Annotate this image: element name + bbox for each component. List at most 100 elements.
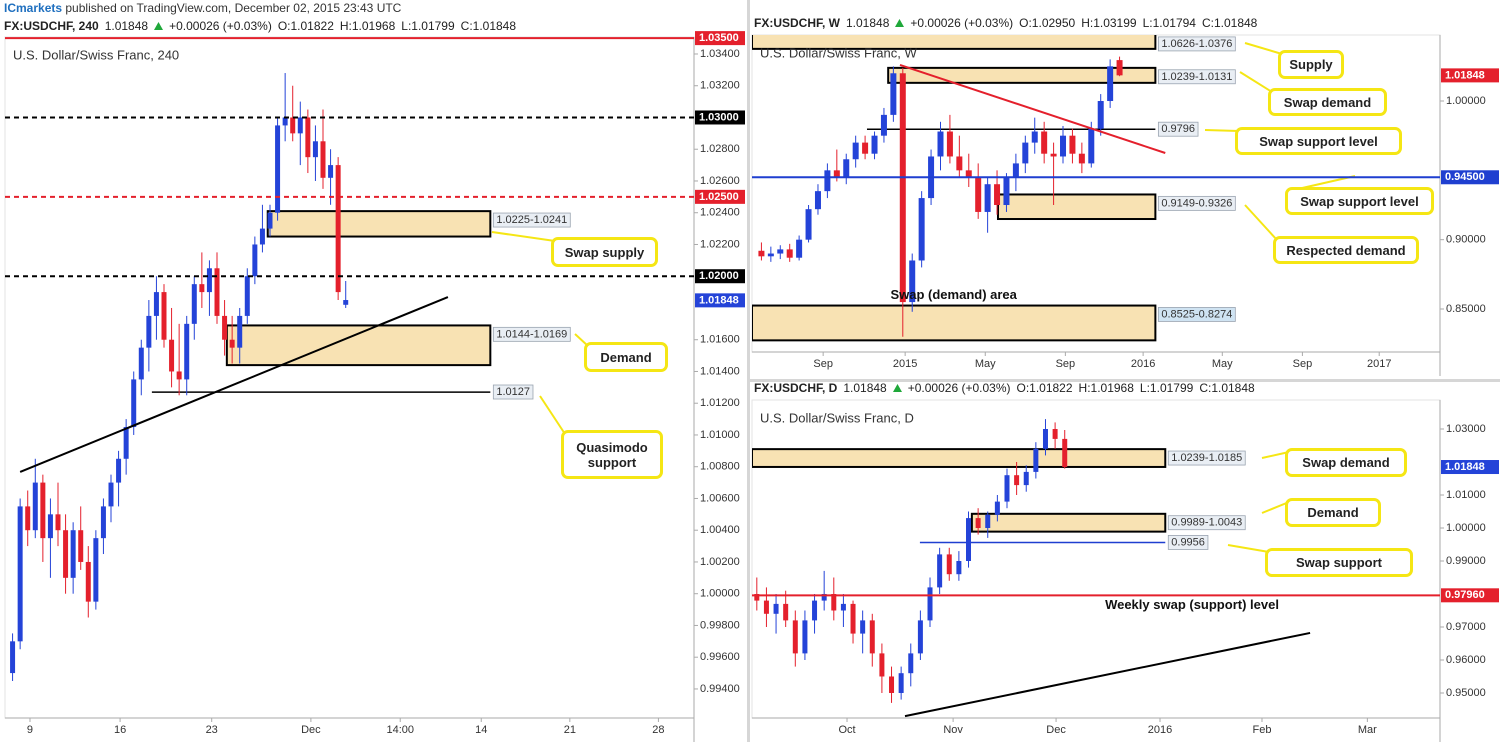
callout-pointer [1227, 544, 1270, 553]
y-tick-label: 1.02400 [700, 207, 740, 219]
y-tick-label: 0.99400 [700, 683, 740, 695]
y-tick-label: 0.90000 [1446, 234, 1486, 246]
y-tick-label: 1.01000 [1446, 489, 1486, 501]
symbol: FX:USDCHF, 240 [4, 19, 99, 33]
y-tick-label: 1.00000 [700, 588, 740, 600]
up-arrow [895, 19, 905, 27]
callout-pointer [1261, 451, 1290, 459]
candle-body [975, 177, 982, 212]
x-tick-label: 21 [564, 724, 576, 736]
x-tick-label: 2016 [1131, 358, 1155, 370]
level-badge [1441, 588, 1499, 603]
x-tick-label: 23 [206, 724, 218, 736]
level-badge-label: 1.02000 [699, 270, 739, 282]
trendline [904, 631, 1311, 718]
label-box [1157, 307, 1236, 322]
candle-body [843, 159, 850, 178]
author[interactable]: ICmarkets [4, 1, 63, 15]
callout-pointer [1244, 42, 1283, 55]
callout-pointer [1244, 204, 1278, 241]
publish-info: published on TradingView.com, December 0… [65, 1, 402, 15]
price-badge [695, 293, 745, 308]
candle-body [966, 518, 972, 561]
up-arrow [892, 384, 902, 392]
zone-label: 0.9149-0.9326 [1161, 197, 1232, 209]
plot [752, 419, 1311, 718]
ohlc-value: O:1.01822 [277, 19, 334, 33]
candle-body [32, 482, 38, 531]
ohlc-value: H:1.03199 [1081, 16, 1137, 30]
callout-pointer [539, 395, 566, 435]
zone [266, 210, 492, 238]
zone [970, 512, 1167, 533]
candle-body [824, 170, 831, 192]
price-badge-label: 1.01848 [1445, 69, 1485, 81]
y-tick-label: 1.01400 [700, 365, 740, 377]
zone [752, 448, 1167, 468]
candle-body [862, 142, 869, 154]
x-tick-label: 14 [475, 724, 487, 736]
candle-body [814, 191, 821, 210]
plot-area [4, 36, 695, 719]
zone-label: 1.0239-1.0131 [1161, 71, 1232, 83]
y-tick-label: 0.99800 [700, 619, 740, 631]
candle-body [70, 530, 76, 578]
y-tick-label: 0.99600 [700, 651, 740, 663]
candle-body [320, 141, 326, 178]
price-badge-label: 1.01848 [1445, 461, 1485, 473]
candle-body [131, 379, 137, 428]
callout: Swap demand [1285, 448, 1407, 477]
level-badge [695, 110, 745, 125]
candle-body [1033, 448, 1039, 472]
x-tick-label: Oct [838, 724, 855, 736]
candle-body [1078, 153, 1085, 164]
callout-pointer [1239, 71, 1273, 93]
candle-body [1022, 142, 1029, 164]
x-tick-label: Feb [1253, 724, 1272, 736]
y-tick-label: 1.00200 [700, 556, 740, 568]
candle-body [871, 135, 878, 154]
candle-body [994, 501, 1000, 515]
label-box [1157, 69, 1236, 85]
candle-body [984, 184, 991, 212]
candle-body [956, 156, 963, 171]
candle-body [918, 198, 925, 261]
zone-label: 0.8525-0.8274 [1161, 308, 1232, 320]
label-box [492, 384, 534, 400]
price-change: +0.00026 (+0.03%) [910, 16, 1014, 30]
candle-body [1062, 438, 1068, 467]
label-box [1157, 195, 1236, 211]
candle-body [244, 276, 250, 316]
label-box [1157, 121, 1199, 137]
ohlc-value: L:1.01799 [401, 19, 455, 33]
candle-body [123, 427, 129, 459]
chart-title: U.S. Dollar/Swiss Franc, 240 [13, 47, 179, 62]
candle-body [773, 603, 779, 614]
candle-body [840, 603, 846, 611]
x-tick-label: 16 [114, 724, 126, 736]
x-tick-label: Nov [943, 724, 963, 736]
candle-body [85, 561, 91, 602]
x-tick-label: May [975, 358, 996, 370]
callout: Quasimodo support [561, 430, 663, 479]
x-tick-label: Dec [301, 724, 321, 736]
candle-body [1042, 429, 1048, 449]
candle-body [1060, 135, 1067, 157]
x-tick-label: Sep [1293, 358, 1313, 370]
candle-body [898, 673, 904, 693]
candle-body [312, 141, 318, 158]
candle-body [335, 165, 341, 293]
candle-body [869, 620, 875, 654]
candle-body [937, 131, 944, 157]
y-tick-label: 0.97000 [1446, 621, 1486, 633]
zone [752, 304, 1157, 342]
up-arrow [154, 22, 164, 30]
candle-body [927, 587, 933, 621]
level-badge [1441, 170, 1499, 185]
candle-body [880, 114, 887, 136]
candle-body [237, 315, 243, 348]
candle-body [206, 268, 212, 293]
candle-body [909, 260, 916, 303]
y-tick-label: 1.03000 [1446, 423, 1486, 435]
x-tick-label: 28 [652, 724, 664, 736]
